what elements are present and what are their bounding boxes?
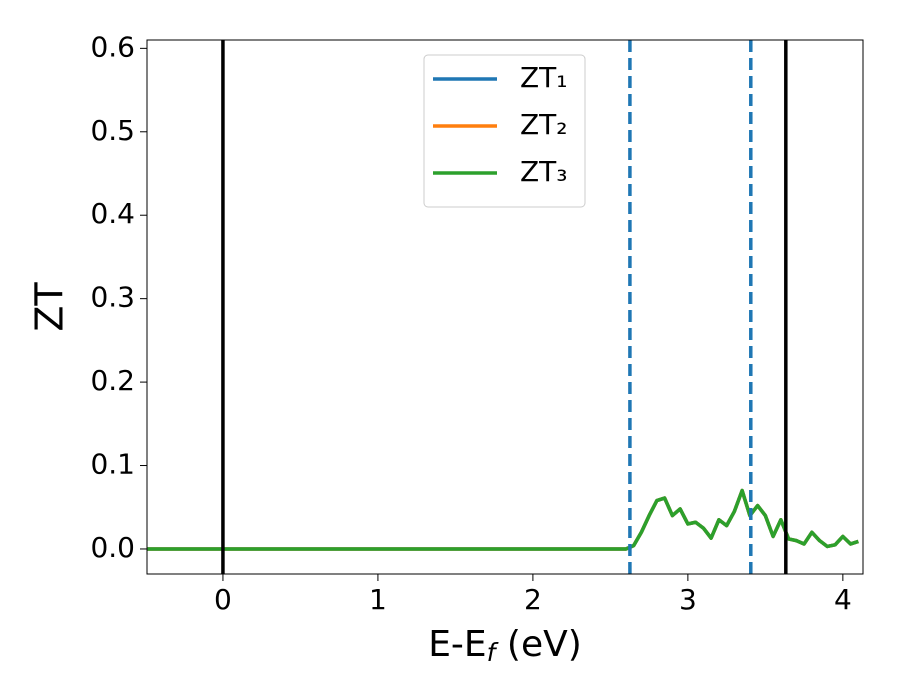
y-tick-label: 0.2 — [90, 364, 135, 397]
y-tick-label: 0.6 — [90, 30, 135, 63]
x-label-unit: (eV) — [495, 624, 581, 665]
y-tick-label: 0.3 — [90, 281, 135, 314]
x-label-main: E-E — [428, 624, 486, 665]
y-tick-label: 0.0 — [90, 531, 135, 564]
x-tick-label: 2 — [524, 583, 542, 616]
x-axis-label: E-Ef (eV) — [428, 624, 582, 667]
legend-label: ZT₁ — [520, 61, 568, 94]
y-axis-label: ZT — [28, 282, 72, 332]
y-tick-label: 0.4 — [90, 197, 135, 230]
y-tick-label: 0.1 — [90, 448, 135, 481]
y-tick-label: 0.5 — [90, 114, 135, 147]
chart: ZT E-Ef (eV) 0.0 0.1 0.2 0.3 0.4 0.5 0.6 0 1 2 3 4 Z… — [0, 0, 900, 700]
legend-label: ZT₂ — [520, 108, 568, 141]
x-tick-label: 3 — [679, 583, 697, 616]
legend-label: ZT₃ — [520, 155, 568, 188]
x-tick-label: 1 — [369, 583, 387, 616]
x-tick-label: 4 — [834, 583, 852, 616]
x-tick-label: 0 — [214, 583, 232, 616]
